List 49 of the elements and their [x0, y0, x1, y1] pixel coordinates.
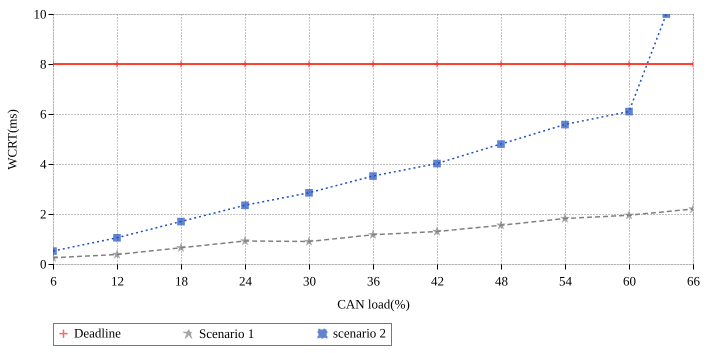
point [369, 230, 377, 238]
point [113, 234, 121, 242]
y-tick-label: 0 [40, 256, 46, 272]
x-tick-label: 48 [495, 274, 508, 288]
point [433, 228, 441, 235]
point [241, 201, 249, 210]
point [625, 211, 633, 218]
point [113, 60, 121, 68]
point [241, 60, 249, 68]
point [177, 60, 185, 68]
x-tick-label: 12 [111, 274, 124, 288]
y-tick-label: 4 [40, 156, 47, 172]
legend-label: Deadline [74, 326, 122, 341]
point [177, 218, 185, 226]
x-tick-label: 60 [623, 274, 636, 288]
point [177, 244, 185, 251]
point [241, 237, 249, 244]
point [497, 60, 505, 68]
x-tick-label: 6 [50, 274, 58, 288]
point [305, 238, 313, 245]
point [433, 160, 441, 168]
point [561, 60, 569, 68]
x-tick-label: 54 [559, 274, 572, 288]
point [369, 60, 377, 68]
point [561, 214, 569, 222]
point [305, 60, 313, 68]
legend-label: scenario 2 [333, 326, 386, 341]
point [625, 108, 633, 116]
y-tick-label: 6 [40, 106, 47, 122]
y-tick-label: 8 [40, 56, 46, 72]
x-tick-label: 42 [431, 274, 444, 288]
y-tick-label: 2 [40, 206, 46, 222]
point [561, 120, 569, 128]
y-axis-title: WCRT(ms) [4, 109, 20, 170]
x-tick-label: 18 [175, 274, 188, 288]
point [113, 250, 121, 258]
x-tick-label: 36 [367, 274, 380, 288]
x-tick-label: 66 [687, 274, 700, 288]
point [625, 60, 633, 68]
point [497, 221, 505, 228]
x-tick-label: 24 [239, 274, 252, 288]
x-axis-title: CAN load(%) [337, 296, 410, 312]
legend-label: Scenario 1 [199, 326, 254, 341]
point [369, 172, 377, 180]
point [433, 60, 441, 68]
x-tick-label: 30 [303, 274, 316, 288]
y-tick-label: 10 [34, 6, 46, 22]
point [497, 140, 505, 148]
point [305, 188, 313, 197]
